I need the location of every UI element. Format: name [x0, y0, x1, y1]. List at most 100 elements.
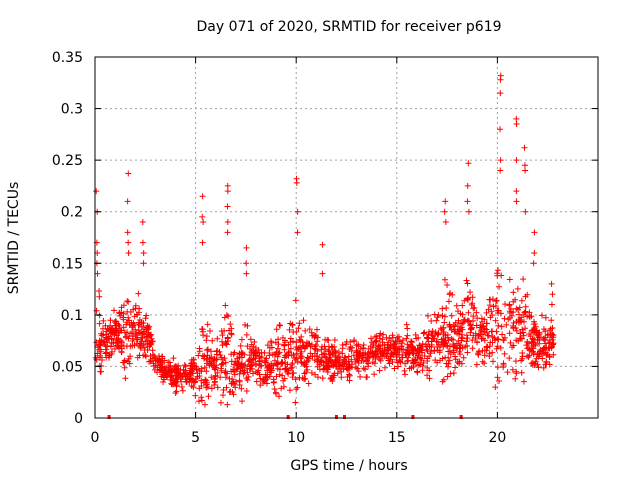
data-point [490, 358, 497, 365]
data-point [442, 198, 449, 205]
data-point [354, 365, 361, 372]
data-point [548, 317, 555, 324]
data-point [419, 363, 426, 370]
data-point [464, 295, 471, 302]
data-point [465, 160, 472, 167]
data-point [447, 370, 454, 377]
data-point [112, 318, 119, 325]
data-point [199, 193, 206, 200]
data-point [537, 346, 544, 353]
data-point [329, 362, 336, 369]
data-point [471, 304, 478, 311]
data-point [353, 349, 360, 356]
data-point [333, 356, 340, 363]
data-point [345, 358, 352, 365]
data-point [497, 76, 504, 83]
data-point [387, 356, 394, 363]
data-point [436, 347, 443, 354]
data-point [243, 331, 250, 338]
data-point [125, 249, 132, 256]
data-point [298, 333, 305, 340]
data-point [500, 361, 507, 368]
data-point [244, 343, 251, 350]
data-point [445, 363, 452, 370]
data-point [160, 372, 167, 379]
data-point [469, 294, 476, 301]
data-point [211, 355, 218, 362]
data-point [220, 360, 227, 367]
data-point [524, 291, 531, 298]
data-point [186, 375, 193, 382]
data-point [243, 244, 250, 251]
data-point [289, 338, 296, 345]
data-point [167, 362, 174, 369]
data-point [272, 339, 279, 346]
data-point [339, 350, 346, 357]
data-point [392, 338, 399, 345]
data-point [97, 341, 104, 348]
data-point [411, 359, 418, 366]
data-point [431, 311, 438, 318]
data-point [326, 347, 333, 354]
data-point [524, 345, 531, 352]
data-point [465, 208, 472, 215]
data-point [475, 349, 482, 356]
data-point [340, 356, 347, 363]
data-point [395, 363, 402, 370]
data-point [276, 322, 283, 329]
data-point [258, 362, 265, 369]
data-point [107, 317, 114, 324]
data-point [238, 336, 245, 343]
data-point [432, 330, 439, 337]
data-point [240, 370, 247, 377]
data-point [152, 362, 159, 369]
data-point [275, 350, 282, 357]
data-point [513, 198, 520, 205]
data-point [348, 347, 355, 354]
data-point [522, 308, 529, 315]
data-point [124, 308, 131, 315]
data-point [230, 391, 237, 398]
data-point [448, 327, 455, 334]
data-point [234, 358, 241, 365]
data-point [365, 350, 372, 357]
data-point [294, 229, 301, 236]
data-point [380, 331, 387, 338]
data-point [433, 338, 440, 345]
data-point [373, 337, 380, 344]
data-point [360, 341, 367, 348]
data-point [478, 324, 485, 331]
data-point [329, 377, 336, 384]
data-point [473, 322, 480, 329]
data-point [420, 330, 427, 337]
data-point [461, 297, 468, 304]
data-point [494, 364, 501, 371]
data-point [311, 357, 318, 364]
data-point [172, 389, 179, 396]
data-point [256, 371, 263, 378]
data-point [469, 345, 476, 352]
data-point [472, 335, 479, 342]
data-point [357, 373, 364, 380]
data-point [142, 315, 149, 322]
data-point [390, 349, 397, 356]
plot-frame [94, 56, 599, 419]
data-point [129, 338, 136, 345]
data-point [513, 327, 520, 334]
data-point [331, 370, 338, 377]
data-point [274, 359, 281, 366]
data-point [454, 359, 461, 366]
data-point [223, 384, 230, 391]
data-point [549, 291, 556, 298]
data-point [295, 345, 302, 352]
data-point [124, 358, 131, 365]
data-point [543, 361, 550, 368]
data-point [137, 342, 144, 349]
data-point [441, 208, 448, 215]
data-point [327, 351, 334, 358]
data-point [143, 312, 150, 319]
data-point [528, 313, 535, 320]
data-point [343, 338, 350, 345]
data-point [159, 353, 166, 360]
data-point [122, 329, 129, 336]
